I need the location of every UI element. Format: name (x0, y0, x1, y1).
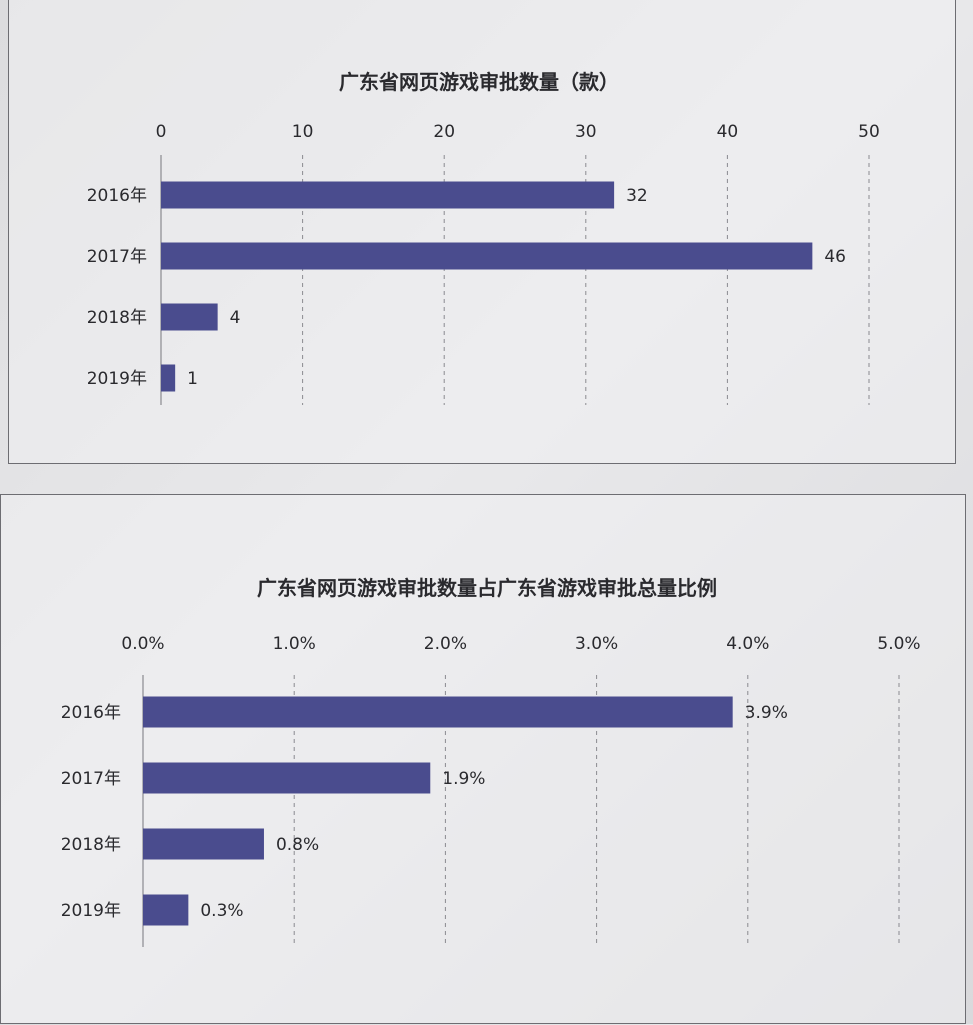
chart-panel-approvals: 广东省网页游戏审批数量（款） 0 10 20 30 40 50 2016年 32 2017年 46 2… (8, 0, 956, 464)
category-label: 2018年 (87, 308, 147, 328)
data-label: 1.9% (442, 769, 485, 789)
x-tick-label: 0.0% (121, 634, 164, 654)
data-label: 0.8% (276, 835, 319, 855)
data-label: 4 (230, 308, 241, 328)
x-tick-label: 5.0% (877, 634, 920, 654)
category-label: 2016年 (87, 186, 147, 206)
data-label: 32 (626, 186, 648, 206)
x-tick-label: 4.0% (726, 634, 769, 654)
category-label: 2016年 (61, 703, 121, 723)
data-label: 46 (824, 247, 846, 267)
category-label: 2019年 (61, 901, 121, 921)
chart-approvals-share: 广东省网页游戏审批数量占广东省游戏审批总量比例 0.0% 1.0% 2.0% 3.0% 4… (61, 576, 921, 947)
bar (143, 894, 189, 926)
data-label: 3.9% (745, 703, 788, 723)
x-tick-label: 1.0% (273, 634, 316, 654)
category-label: 2018年 (61, 835, 121, 855)
data-label: 0.3% (200, 901, 243, 921)
chart-title: 广东省网页游戏审批数量占广东省游戏审批总量比例 (257, 576, 717, 600)
x-tick-label: 2.0% (424, 634, 467, 654)
chart-panel-share: 广东省网页游戏审批数量占广东省游戏审批总量比例 0.0% 1.0% 2.0% 3.0% 4… (0, 494, 966, 1024)
x-tick-label: 20 (433, 122, 455, 142)
bar (161, 364, 176, 392)
x-tick-label: 0 (156, 122, 167, 142)
data-label: 1 (187, 369, 198, 389)
bar (161, 242, 813, 270)
category-label: 2019年 (87, 369, 147, 389)
x-tick-label: 10 (292, 122, 314, 142)
x-tick-label: 50 (858, 122, 880, 142)
bar (143, 828, 264, 860)
x-tick-label: 40 (717, 122, 739, 142)
x-tick-label: 30 (575, 122, 597, 142)
category-label: 2017年 (87, 247, 147, 267)
chart-title: 广东省网页游戏审批数量（款） (339, 70, 619, 94)
bar (143, 696, 733, 728)
category-label: 2017年 (61, 769, 121, 789)
chart-approvals-count: 广东省网页游戏审批数量（款） 0 10 20 30 40 50 2016年 32 2017年 46 2… (87, 70, 880, 405)
x-tick-label: 3.0% (575, 634, 618, 654)
bar (161, 303, 218, 331)
bar (143, 762, 431, 794)
bar (161, 181, 615, 209)
